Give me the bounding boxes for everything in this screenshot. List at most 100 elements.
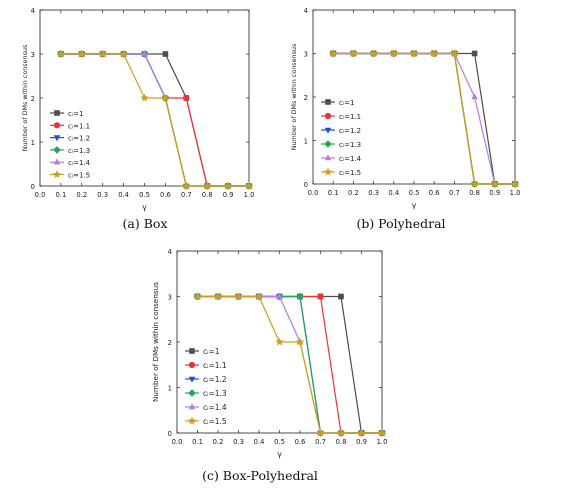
data-point [56, 49, 65, 58]
legend-label: cᵢ=1.5 [339, 169, 361, 177]
series-line [60, 53, 249, 187]
data-point [193, 292, 202, 300]
y-tick-label: 0 [31, 183, 35, 191]
legend-marker [54, 110, 60, 116]
x-tick-label: 0.6 [429, 189, 440, 197]
x-tick-label: 0.1 [192, 438, 203, 446]
y-tick-label: 2 [168, 339, 172, 347]
legend-marker [188, 403, 196, 410]
data-point [295, 337, 305, 346]
line-chart-box: 0.0 0.1 0.2 0.3 0.4 0.5 0.6 0.7 0.8 0.9 1.0 0 1 2 3 4 γ N… [21, 7, 255, 231]
x-tick-label: 0.9 [356, 438, 367, 446]
chart-panel-box-polyhedral: 0.0 0.1 0.2 0.3 0.4 0.5 0.6 0.7 0.8 0.9 1.0 0 1 2 3 4 γ N… [145, 243, 445, 494]
x-tick-label: 1.0 [244, 191, 255, 199]
y-tick-label: 3 [304, 51, 308, 59]
chart-panel-polyhedral: 0.0 0.1 0.2 0.3 0.4 0.5 0.6 0.7 0.8 0.9 1.0 0 1 2 3 4 γ N… [283, 0, 573, 247]
figure-caption: (c) Box-Polyhedral [202, 468, 318, 483]
data-point [471, 50, 478, 57]
legend-label: cᵢ=1.3 [203, 389, 227, 398]
data-point [203, 181, 212, 190]
data-point [369, 49, 378, 57]
x-tick-label: 0.8 [202, 191, 213, 199]
data-point [316, 428, 325, 437]
legend-marker [188, 376, 196, 383]
x-axis-label: γ [277, 450, 282, 459]
legend-label: cᵢ=1.3 [68, 147, 90, 155]
data-point [161, 93, 170, 102]
data-point [224, 181, 233, 190]
x-tick-label: 0.4 [254, 438, 265, 446]
figure-caption: (b) Polyhedral [356, 216, 445, 231]
data-point [162, 51, 169, 57]
series-6 [193, 292, 387, 437]
legend-marker [323, 167, 333, 176]
legend-marker [189, 348, 195, 354]
x-tick-label: 0.0 [35, 191, 46, 199]
data-point [183, 94, 190, 102]
legend-label: cᵢ=1.1 [203, 361, 227, 370]
line-chart-polyhedral: 0.0 0.1 0.2 0.3 0.4 0.5 0.6 0.7 0.8 0.9 1.0 0 1 2 3 4 γ N… [290, 7, 520, 231]
data-point [349, 49, 358, 57]
y-tick-label: 0 [304, 181, 308, 189]
series-1 [58, 51, 252, 189]
legend: cᵢ=1 cᵢ=1.1 cᵢ=1.2 cᵢ=1.3 cᵢ=1.4 cᵢ=1.5 [185, 347, 227, 426]
y-tick-label: 2 [31, 95, 35, 103]
data-point [389, 49, 398, 57]
legend-marker [324, 140, 332, 148]
legend-marker [53, 146, 61, 154]
y-tick-label: 1 [168, 385, 172, 393]
legend-label: cᵢ=1.2 [203, 375, 227, 384]
x-tick-label: 0.8 [469, 189, 480, 197]
y-tick-label: 4 [168, 248, 172, 256]
data-point [430, 49, 439, 57]
legend-marker [53, 158, 61, 165]
chart-panel-box: 0.0 0.1 0.2 0.3 0.4 0.5 0.6 0.7 0.8 0.9 1.0 0 1 2 3 4 γ N… [0, 0, 290, 247]
data-point [317, 293, 324, 300]
legend-label: cᵢ=1.2 [339, 127, 361, 135]
legend-label: cᵢ=1.4 [203, 403, 227, 412]
data-point [377, 428, 387, 437]
data-point [77, 49, 86, 58]
series-2 [57, 50, 253, 190]
legend: cᵢ=1 cᵢ=1.1 cᵢ=1.2 cᵢ=1.3 cᵢ=1.4 cᵢ=1.5 [50, 110, 91, 180]
x-tick-label: 0.1 [328, 189, 339, 197]
legend-label: cᵢ=1.1 [68, 122, 90, 130]
x-tick-label: 0.2 [76, 191, 87, 199]
legend-label: cᵢ=1.4 [68, 159, 91, 167]
legend-marker [324, 127, 332, 134]
legend-marker [53, 122, 61, 129]
y-tick-label: 4 [304, 7, 308, 15]
legend-label: cᵢ=1 [203, 347, 220, 356]
legend: cᵢ=1 cᵢ=1.1 cᵢ=1.2 cᵢ=1.3 cᵢ=1.4 cᵢ=1.5 [321, 99, 362, 177]
legend-marker [188, 361, 196, 369]
x-tick-label: 0.2 [213, 438, 224, 446]
data-point [470, 179, 479, 188]
series-6 [329, 49, 520, 188]
x-tick-label: 0.7 [181, 191, 192, 199]
legend-label: cᵢ=1.4 [339, 155, 362, 163]
legend-marker [324, 112, 332, 120]
line-chart-box-polyhedral: 0.0 0.1 0.2 0.3 0.4 0.5 0.6 0.7 0.8 0.9 1.0 0 1 2 3 4 γ N… [151, 248, 387, 483]
series-line [333, 52, 515, 185]
x-tick-label: 0.9 [489, 189, 500, 197]
figure-caption: (a) Box [123, 216, 168, 231]
y-tick-label: 1 [304, 138, 308, 146]
data-point [119, 49, 128, 58]
y-tick-label: 1 [31, 139, 35, 147]
x-tick-label: 0.4 [118, 191, 129, 199]
x-tick-label: 0.1 [55, 191, 66, 199]
data-point [510, 179, 520, 188]
series-3 [57, 51, 253, 190]
data-point [329, 49, 338, 57]
data-point [98, 49, 107, 58]
x-tick-label: 0.8 [336, 438, 347, 446]
legend-marker [188, 389, 196, 397]
data-point [244, 181, 254, 190]
data-point [141, 50, 148, 57]
legend-label: cᵢ=1 [339, 99, 354, 107]
y-tick-label: 3 [31, 51, 35, 59]
data-point [140, 93, 149, 102]
legend-label: cᵢ=1 [68, 110, 83, 118]
data-point [275, 337, 284, 346]
y-tick-label: 3 [168, 294, 172, 302]
